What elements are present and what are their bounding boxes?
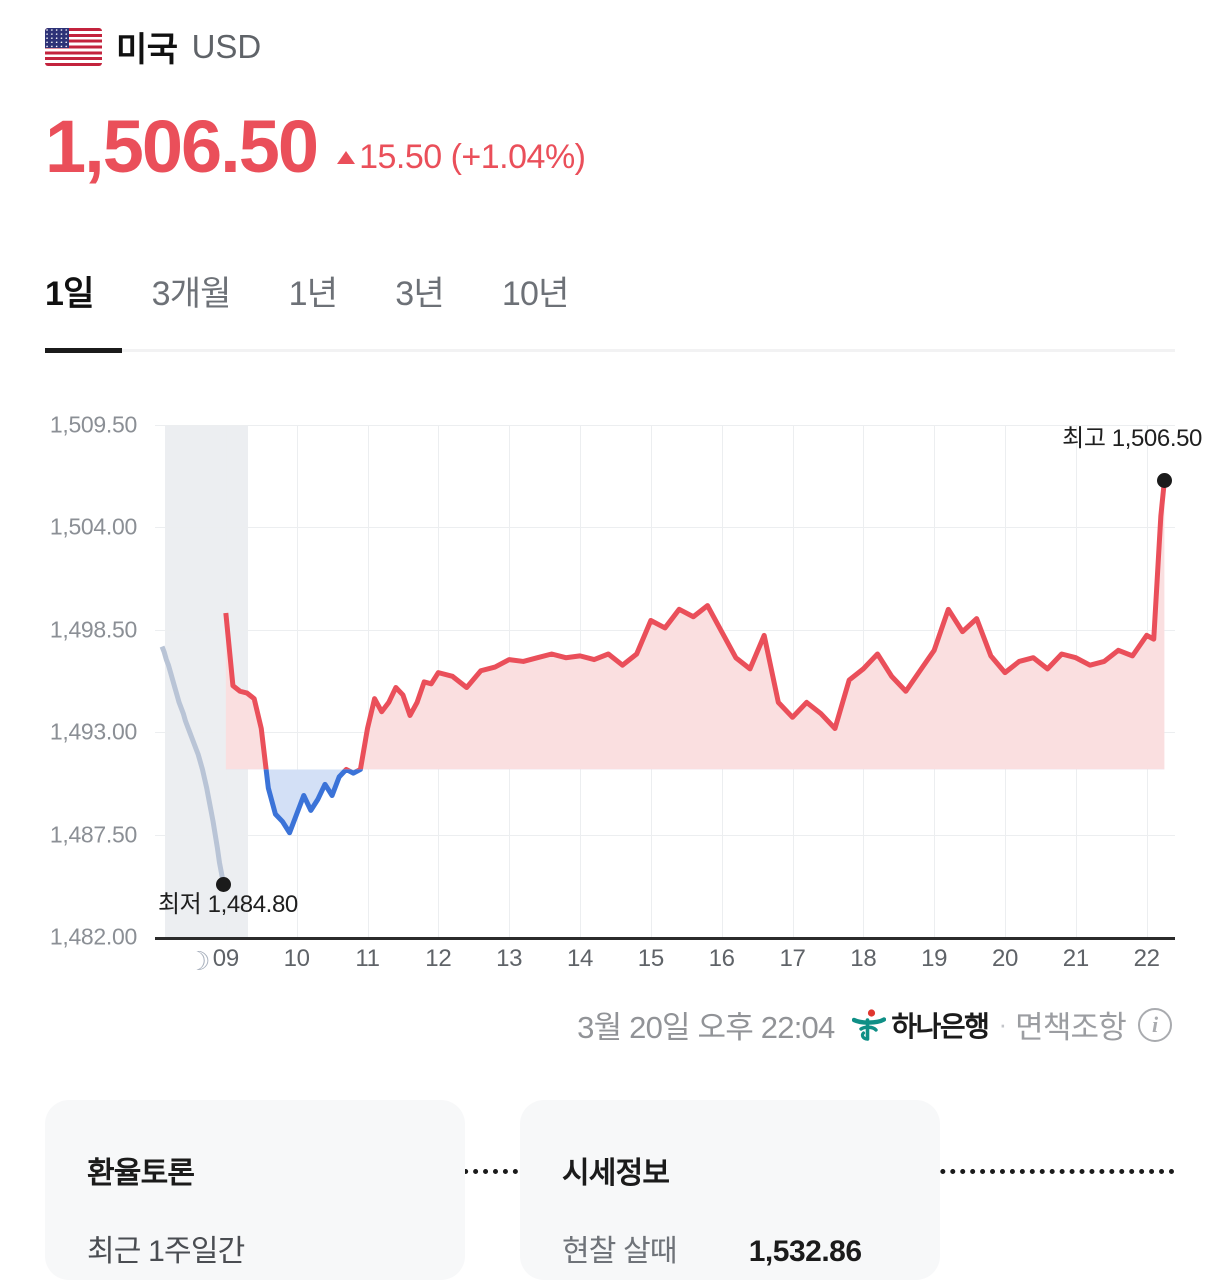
- x-axis-tick-label: 13: [496, 945, 523, 972]
- gridline-horizontal: [155, 527, 1175, 529]
- price-row: 1,506.50 15.50 (+1.04%): [45, 110, 586, 185]
- high-point-marker: [1156, 473, 1172, 489]
- card-market-info[interactable]: 시세정보 현찰 살때 1,532.86: [520, 1100, 940, 1280]
- gridline-horizontal: [155, 834, 1175, 836]
- card-subtitle: 최근 1주일간: [87, 1235, 245, 1268]
- tab-3month[interactable]: 3개월: [151, 275, 232, 313]
- hana-bank-logo-icon[interactable]: 하나은행: [852, 1005, 990, 1045]
- x-axis-tick-label: 20: [991, 945, 1019, 972]
- current-price: 1,506.50: [45, 105, 319, 188]
- tab-underline: [45, 348, 1175, 353]
- price-change-value: 15.50 (+1.04%): [359, 138, 586, 176]
- gridline-horizontal: [155, 425, 1175, 426]
- card-title: 환율토론: [87, 1157, 195, 1190]
- moon-icon: ☽: [187, 946, 211, 976]
- us-flag-icon: [45, 27, 102, 66]
- bottom-cards: 환율토론 최근 1주일간 시세정보 현찰 살때 1,532.86: [45, 1100, 940, 1280]
- disclaimer-link[interactable]: 면책조항: [1015, 1010, 1127, 1045]
- card-exchange-discussion[interactable]: 환율토론 최근 1주일간: [45, 1100, 465, 1280]
- currency-header: 미국 USD: [45, 22, 261, 71]
- y-axis-tick-label: 1,498.50: [49, 616, 137, 643]
- x-axis-tick-label: 18: [850, 945, 877, 972]
- gridline-vertical: [296, 425, 298, 937]
- low-point-marker: [216, 877, 232, 893]
- x-axis-tick-label: 19: [921, 945, 948, 972]
- y-axis-tick-label: 1,493.00: [49, 718, 137, 745]
- x-axis-line: [155, 937, 1175, 940]
- currency-code: USD: [191, 27, 262, 65]
- y-axis-labels: 1,509.50 1,504.00 1,498.50 1,493.00 1,487.50…: [0, 400, 137, 990]
- x-axis-tick-label: 21: [1062, 945, 1089, 972]
- tab-1day[interactable]: 1일: [45, 275, 94, 313]
- chart-footer: 3월 20일 오후 22:04 하나은행 · 면책조항 i: [0, 1002, 1220, 1047]
- period-tabs[interactable]: 1일 3개월 1년 3년 10년: [45, 266, 627, 315]
- triangle-up-icon: [337, 151, 356, 164]
- x-axis-tick-label: 14: [566, 945, 594, 972]
- gridline-vertical: [792, 425, 794, 937]
- footer-separator: ·: [998, 1009, 1008, 1039]
- low-annotation: 최저 1,484.80: [158, 891, 298, 918]
- exchange-rate-chart[interactable]: 1,509.50 1,504.00 1,498.50 1,493.00 1,487.50…: [0, 400, 1220, 1175]
- x-axis-tick-label: 10: [283, 945, 310, 972]
- gridline-vertical: [367, 425, 369, 937]
- price-series: [159, 480, 1167, 886]
- hana-bank-logo-text: 하나은행: [891, 1010, 990, 1042]
- tab-10year[interactable]: 10년: [501, 275, 570, 313]
- card-row-key: 현찰 살때: [562, 1235, 678, 1268]
- tab-3year[interactable]: 3년: [395, 275, 444, 313]
- y-axis-tick-label: 1,504.00: [49, 513, 137, 540]
- x-axis-tick-label: 09: [212, 945, 239, 972]
- x-axis-tick-label: 16: [708, 945, 735, 972]
- quote-timestamp: 3월 20일 오후 22:04: [577, 1010, 835, 1045]
- x-axis-tick-label: 15: [637, 945, 664, 972]
- y-axis-tick-label: 1,487.50: [49, 821, 137, 848]
- x-axis-tick-label: 11: [355, 945, 380, 972]
- price-change: 15.50 (+1.04%): [337, 138, 586, 177]
- tab-1year[interactable]: 1년: [288, 275, 338, 313]
- card-row: 현찰 살때 1,532.86: [562, 1226, 898, 1270]
- card-row-value: 1,532.86: [748, 1235, 862, 1268]
- x-axis-tick-label: 22: [1133, 945, 1160, 972]
- x-axis-tick-label: 17: [779, 945, 806, 972]
- y-axis-tick-label: 1,509.50: [49, 411, 137, 438]
- info-circle-icon[interactable]: i: [1138, 1007, 1172, 1042]
- y-axis-tick-label: 1,482.00: [49, 923, 137, 950]
- card-title: 시세정보: [562, 1157, 670, 1190]
- country-name: 미국: [116, 31, 178, 69]
- high-annotation: 최고 1,506.50: [1062, 425, 1202, 452]
- x-axis-tick-label: 12: [425, 945, 452, 972]
